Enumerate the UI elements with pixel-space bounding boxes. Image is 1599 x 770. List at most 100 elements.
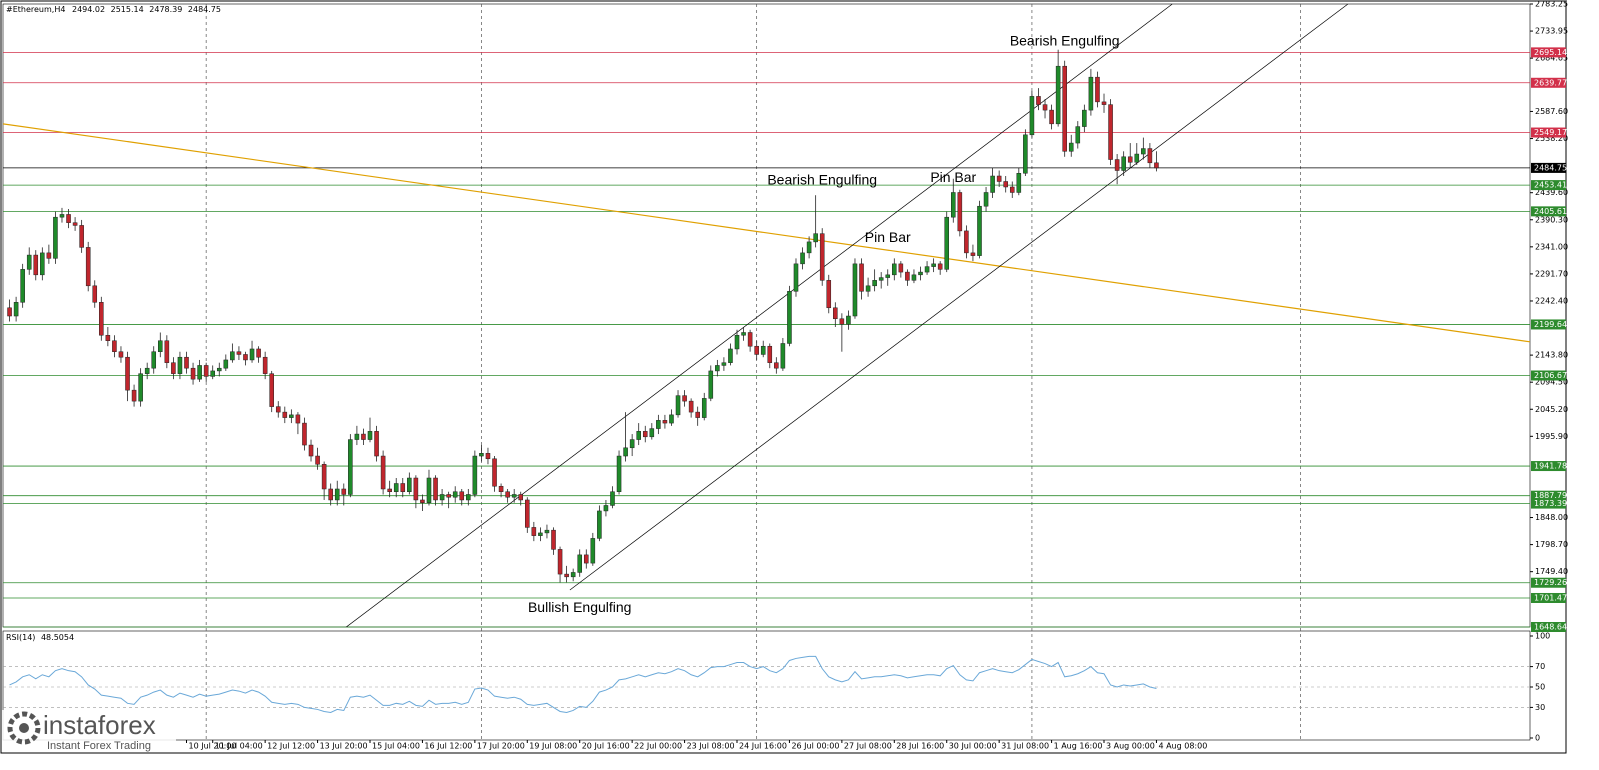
candle-body: [1009, 186, 1015, 193]
candle-body: [937, 263, 943, 270]
candle-body: [262, 356, 268, 374]
candle-body: [308, 444, 314, 457]
candle-body: [924, 266, 930, 273]
x-tick-label: 28 Jul 16:00: [896, 742, 944, 751]
candle-body: [190, 367, 196, 380]
candle-body: [341, 488, 347, 495]
candle-body: [426, 477, 432, 503]
candle-body: [996, 175, 1002, 182]
y-tick-label: 2538.20: [1535, 134, 1568, 143]
candle-body: [1108, 104, 1113, 160]
candle-body: [230, 351, 235, 361]
annotation: Bearish Engulfing: [1010, 33, 1120, 49]
candle-body: [878, 277, 884, 281]
candle-body: [1141, 148, 1146, 155]
level-label: 2549.17: [1534, 128, 1567, 137]
candle-body: [806, 241, 812, 254]
candle-body: [754, 345, 759, 355]
candle-body: [813, 233, 818, 243]
candle-body: [361, 433, 366, 440]
level-label: 1729.26: [1534, 578, 1567, 587]
candle-body: [957, 192, 963, 232]
candle-body: [1088, 76, 1094, 111]
candle-body: [688, 400, 694, 413]
candle-body: [151, 351, 157, 369]
y-tick-label: 2094.50: [1535, 378, 1568, 387]
candle-body: [407, 477, 412, 492]
level-label: 1873.39: [1534, 499, 1567, 508]
x-tick-label: 30 Jul 00:00: [949, 742, 997, 751]
candle-body: [393, 483, 399, 492]
level-tag: [1531, 461, 1566, 472]
candle-body: [977, 205, 982, 256]
candle-body: [747, 332, 753, 347]
level-tag: [1531, 498, 1566, 509]
candle-body: [184, 356, 189, 369]
x-tick-label: 15 Jul 04:00: [372, 742, 420, 751]
candle-body: [603, 505, 609, 512]
y-tick-label: 2733.95: [1535, 27, 1568, 36]
candle-body: [138, 373, 143, 402]
candle-body: [203, 365, 209, 377]
candle-body: [472, 455, 478, 495]
candle-body: [256, 348, 261, 358]
candle-body: [26, 254, 32, 270]
candle-body: [131, 389, 137, 402]
candle-body: [33, 254, 39, 276]
candle-body: [734, 334, 740, 350]
candle-body: [1062, 65, 1067, 152]
level-tag: [1531, 127, 1566, 138]
candle-body: [701, 398, 707, 418]
candle-body: [616, 455, 622, 492]
level-label: 2484.75: [1534, 163, 1567, 172]
candle-body: [466, 494, 471, 501]
candle-body: [321, 464, 327, 490]
candle-body: [656, 420, 661, 429]
y-tick-label: 2341.00: [1535, 242, 1568, 251]
x-tick-label: 27 Jul 08:00: [844, 742, 892, 751]
candle-body: [1055, 65, 1061, 125]
level-label: 1648.64: [1534, 623, 1567, 632]
candle-body: [269, 373, 274, 407]
candle-body: [1068, 142, 1074, 152]
candle-body: [85, 247, 91, 287]
candle-body: [485, 453, 491, 460]
candle-body: [708, 370, 714, 399]
candle-body: [144, 367, 150, 374]
candle-body: [557, 549, 563, 575]
y-tick-label: 70: [1535, 662, 1545, 671]
tagline: Instant Forex Trading: [47, 740, 151, 752]
candle-body: [243, 354, 248, 361]
candle-body: [53, 216, 58, 259]
candle-body: [197, 365, 202, 380]
candle-body: [20, 269, 25, 303]
candle-body: [583, 554, 589, 564]
candle-body: [1036, 96, 1041, 105]
candle-body: [905, 271, 910, 281]
candle-body: [538, 532, 543, 536]
level-tag: [1531, 319, 1566, 330]
open: 2494.02: [72, 5, 105, 14]
candle-body: [249, 348, 255, 361]
candle-body: [1075, 126, 1081, 144]
close: 2484.75: [188, 5, 221, 14]
candle-body: [105, 334, 111, 341]
candle-body: [898, 263, 904, 273]
candle-body: [46, 252, 52, 259]
candle-body: [642, 431, 648, 438]
candle-body: [40, 252, 45, 276]
candle-body: [295, 414, 301, 424]
x-tick-label: 24 Jul 16:00: [739, 742, 787, 751]
candle-body: [826, 280, 832, 309]
candle-body: [210, 370, 215, 377]
level-tag: [1531, 162, 1566, 173]
candle-body: [629, 439, 635, 449]
candle-body: [1095, 76, 1100, 103]
x-tick-label: 10 Jul 20:00: [189, 742, 237, 751]
candle-body: [662, 420, 668, 424]
candle-body: [125, 356, 130, 391]
candle-body: [164, 340, 170, 363]
candle-body: [1023, 134, 1028, 174]
candle-body: [118, 351, 124, 358]
